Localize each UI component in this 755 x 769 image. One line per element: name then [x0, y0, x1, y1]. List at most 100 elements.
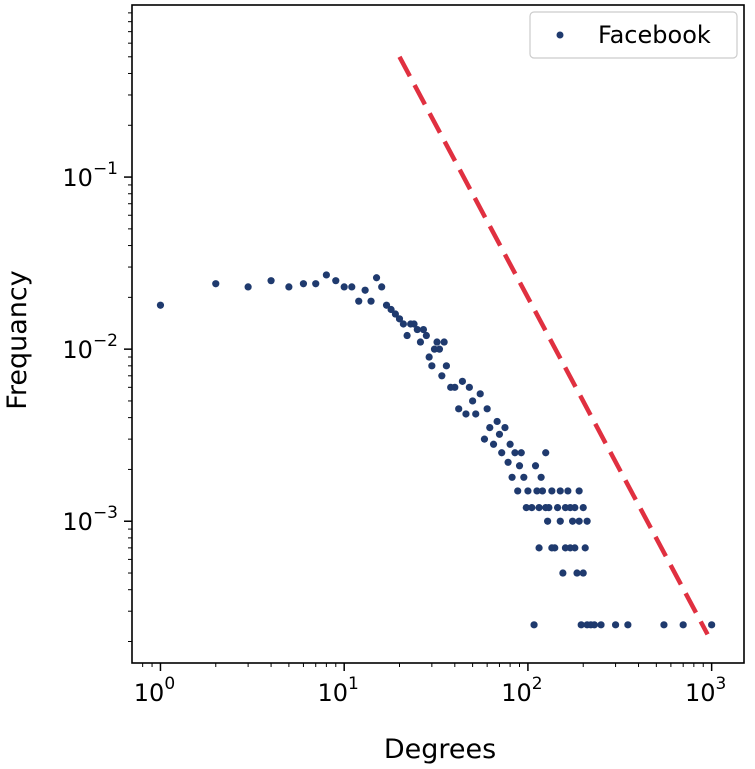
data-point: [322, 271, 330, 279]
data-point: [212, 280, 220, 288]
plot-area: [131, 4, 745, 664]
data-point: [538, 487, 547, 495]
data-point: [455, 405, 463, 413]
x-axis-label: Degrees: [384, 734, 496, 765]
data-point: [533, 487, 541, 495]
data-point: [372, 274, 381, 282]
series-layer: [156, 55, 716, 636]
data-point: [515, 462, 524, 470]
data-point: [495, 430, 504, 438]
data-point: [575, 517, 583, 525]
data-point: [391, 310, 400, 318]
y-axis-label: Frequancy: [2, 270, 33, 409]
data-point: [517, 449, 525, 457]
data-point: [679, 621, 687, 629]
x-tick-label: 101: [318, 674, 359, 707]
data-point: [476, 390, 484, 398]
data-point: [489, 440, 498, 448]
data-point: [378, 283, 386, 291]
axes-frame: [131, 4, 745, 664]
data-point: [419, 325, 428, 334]
data-point: [348, 283, 356, 291]
data-point: [442, 362, 450, 370]
data-point: [579, 504, 587, 512]
x-ticks: 100 101 102 103: [134, 663, 726, 707]
data-point: [340, 283, 348, 291]
data-point: [514, 487, 522, 495]
data-point: [575, 487, 583, 495]
data-point: [597, 621, 605, 629]
data-point: [524, 487, 532, 495]
data-point: [428, 362, 436, 370]
data-point: [472, 410, 480, 418]
data-point: [451, 383, 459, 391]
data-point: [579, 569, 587, 577]
y-ticks: 10−3 10−2 10−1: [62, 12, 132, 643]
data-point: [542, 504, 550, 512]
data-point: [583, 517, 591, 525]
data-point: [531, 462, 540, 470]
x-tick-label: 103: [685, 674, 726, 707]
data-point: [564, 487, 572, 495]
y-tick-label: 10−2: [62, 331, 118, 364]
data-point: [355, 297, 363, 305]
data-point: [566, 504, 574, 512]
data-point: [435, 345, 444, 353]
data-point: [561, 544, 570, 552]
x-tick-label: 102: [501, 674, 542, 707]
data-point: [387, 305, 395, 314]
data-point: [501, 424, 509, 432]
data-point: [425, 353, 433, 361]
data-point: [430, 345, 439, 353]
data-point: [403, 331, 411, 340]
data-point: [542, 449, 550, 457]
y-tick-label: 10−1: [62, 159, 118, 192]
data-point: [413, 325, 421, 334]
data-point: [504, 458, 512, 466]
data-point: [553, 504, 562, 512]
data-point: [480, 435, 489, 443]
data-point: [556, 487, 564, 495]
data-point: [462, 410, 470, 418]
data-point: [590, 621, 598, 629]
power-law-fit-line: [397, 55, 710, 636]
data-point: [535, 504, 543, 512]
data-point: [438, 372, 446, 380]
legend-label-facebook: Facebook: [598, 21, 711, 49]
data-point: [382, 301, 391, 309]
data-point: [312, 280, 320, 288]
data-point: [493, 417, 501, 426]
data-point: [498, 449, 506, 457]
data-point: [571, 544, 579, 552]
data-point: [416, 338, 425, 346]
data-point: [511, 449, 519, 457]
data-point: [395, 315, 404, 323]
data-point: [486, 424, 494, 432]
data-point: [537, 473, 545, 481]
data-point: [660, 621, 668, 629]
data-point: [708, 621, 716, 629]
legend-box: [529, 11, 738, 59]
data-point: [535, 544, 543, 552]
data-point: [611, 621, 620, 629]
data-point: [410, 320, 418, 328]
data-point: [422, 331, 430, 340]
data-point: [520, 473, 528, 481]
x-tick-label: 100: [134, 674, 175, 707]
legend-marker-facebook: [556, 31, 564, 39]
data-point: [433, 338, 441, 346]
legend: Facebook: [529, 11, 738, 59]
data-point: [624, 621, 632, 629]
data-point: [399, 320, 407, 328]
data-point: [548, 544, 556, 552]
data-point: [267, 277, 275, 285]
data-point: [577, 621, 585, 629]
data-point: [556, 517, 564, 525]
data-point: [528, 504, 536, 512]
data-point: [458, 377, 467, 385]
y-tick-label: 10−3: [62, 503, 118, 536]
data-point: [299, 280, 308, 288]
data-point: [361, 286, 369, 294]
data-point: [285, 283, 293, 291]
